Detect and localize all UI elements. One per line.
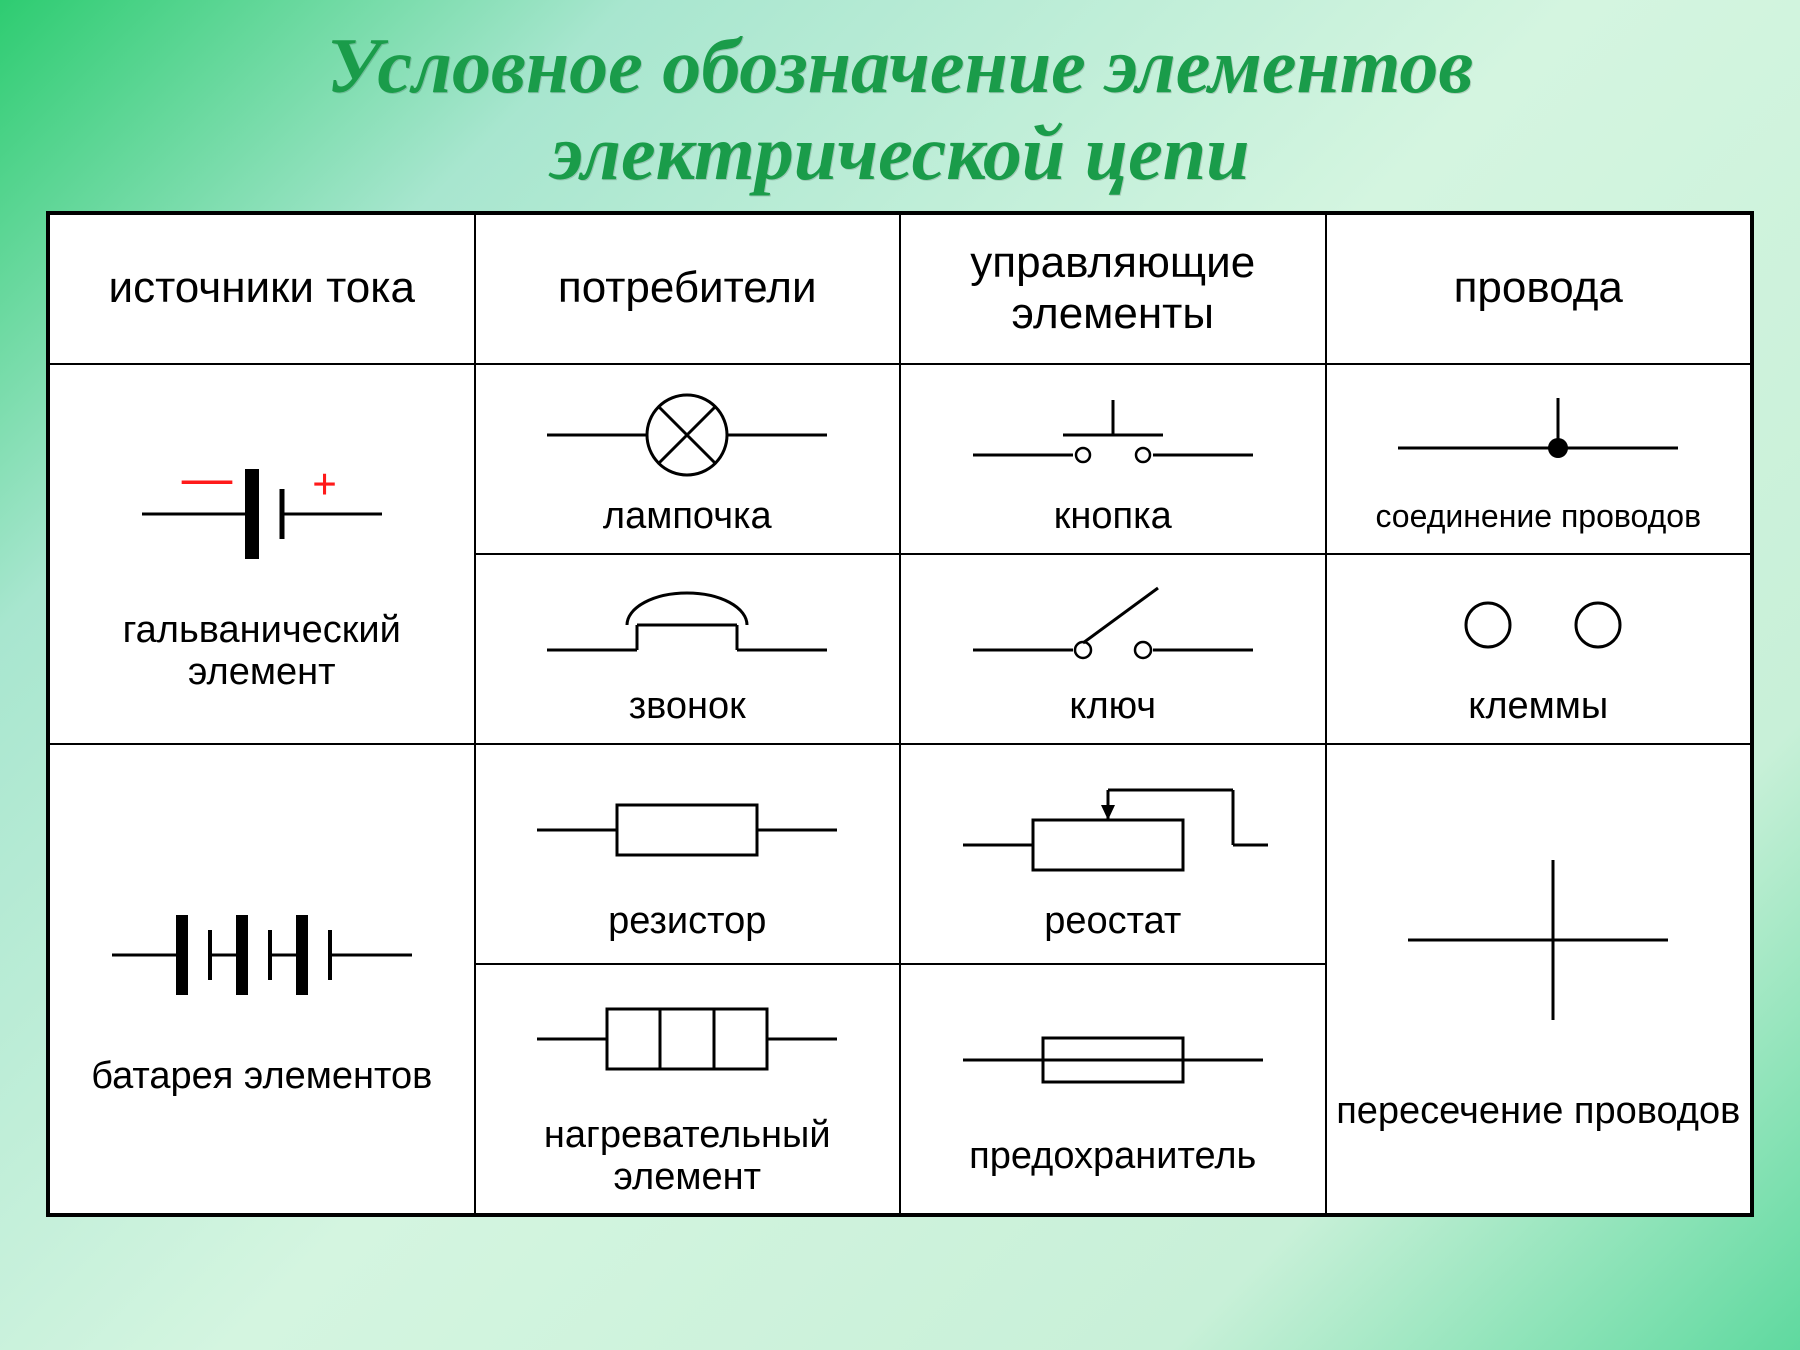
galvanic-label: гальванический элемент — [50, 610, 474, 694]
cell-terminals: клеммы — [1326, 554, 1752, 744]
svg-text:—: — — [181, 449, 233, 505]
rheostat-label: реостат — [1044, 901, 1181, 943]
title-line-2: электрической цепи — [551, 109, 1250, 196]
cell-galvanic: — + гальванический элемент — [49, 364, 475, 744]
header-sources: источники тока — [49, 214, 475, 364]
button-icon — [933, 380, 1293, 490]
connection-icon — [1358, 383, 1718, 493]
bell-label: звонок — [629, 686, 746, 728]
heater-label: нагревательный элемент — [476, 1115, 900, 1199]
header-control: управляющие элементы — [900, 214, 1326, 364]
cell-lamp: лампочка — [475, 364, 901, 554]
terminals-icon — [1358, 570, 1718, 680]
cell-switch: ключ — [900, 554, 1326, 744]
svg-text:+: + — [312, 460, 337, 509]
header-consumers: потребители — [475, 214, 901, 364]
heater-icon — [507, 979, 867, 1109]
crossing-icon — [1358, 825, 1718, 1085]
header-label: провода — [1448, 257, 1629, 320]
cell-resistor: резистор — [475, 744, 901, 964]
page-title: Условное обозначение элементов электриче… — [0, 0, 1800, 211]
lamp-label: лампочка — [603, 496, 772, 538]
rheostat-icon — [933, 765, 1293, 895]
lamp-icon — [507, 380, 867, 490]
cell-connection: соединение проводов — [1326, 364, 1752, 554]
resistor-icon — [507, 765, 867, 895]
cell-crossing: пересечение проводов — [1326, 744, 1752, 1214]
terminals-label: клеммы — [1468, 686, 1608, 728]
fuse-label: предохранитель — [969, 1136, 1256, 1178]
cell-rheostat: реостат — [900, 744, 1326, 964]
cell-fuse: предохранитель — [900, 964, 1326, 1214]
connection-label: соединение проводов — [1375, 499, 1701, 534]
cell-button: кнопка — [900, 364, 1326, 554]
header-label: потребители — [552, 257, 823, 320]
header-label: управляющие элементы — [901, 232, 1325, 345]
fuse-icon — [933, 1000, 1293, 1130]
cell-battery: батарея элементов — [49, 744, 475, 1214]
battery-label: батарея элементов — [91, 1056, 432, 1098]
galvanic-icon: — + — [82, 414, 442, 604]
symbols-table: источники тока потребители управляющие э… — [46, 211, 1754, 1217]
switch-icon — [933, 570, 1293, 680]
resistor-label: резистор — [608, 901, 766, 943]
cell-heater: нагревательный элемент — [475, 964, 901, 1214]
title-line-1: Условное обозначение элементов — [327, 22, 1473, 109]
bell-icon — [507, 570, 867, 680]
button-label: кнопка — [1054, 496, 1172, 538]
cell-bell: звонок — [475, 554, 901, 744]
header-wires: провода — [1326, 214, 1752, 364]
header-label: источники тока — [103, 257, 421, 320]
switch-label: ключ — [1069, 686, 1156, 728]
crossing-label: пересечение проводов — [1336, 1091, 1740, 1133]
battery-icon — [82, 860, 442, 1050]
